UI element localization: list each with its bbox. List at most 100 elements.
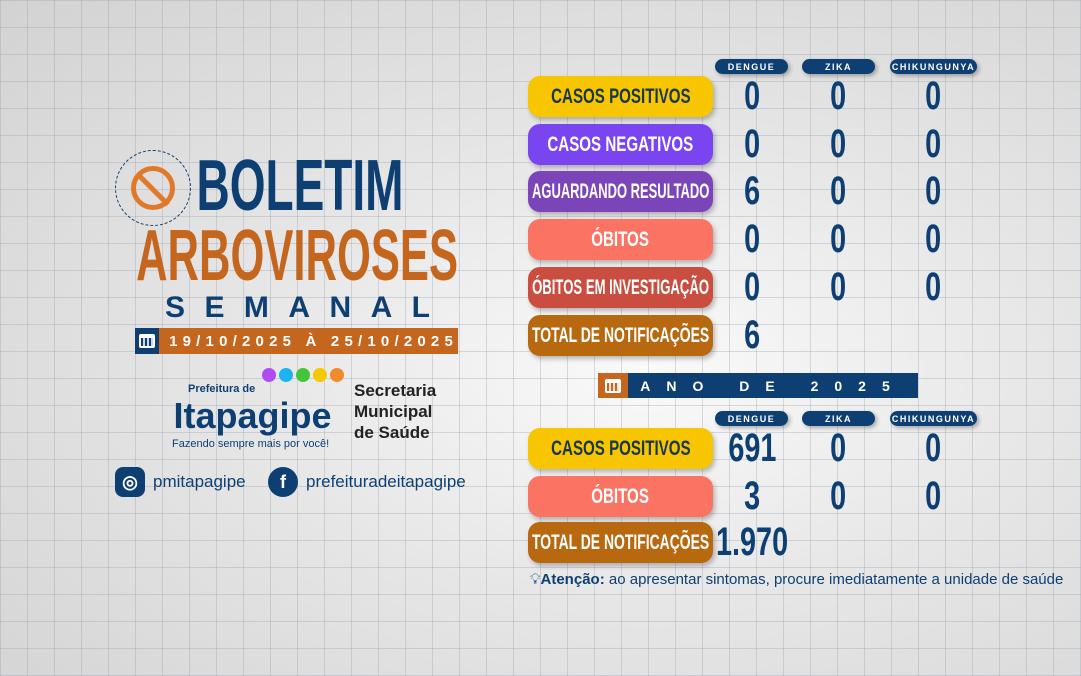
prefeitura-tagline: Fazendo sempre mais por você! <box>172 438 330 450</box>
cell-value-text: 0 <box>829 74 847 118</box>
mosquito-logo-icon <box>115 150 191 226</box>
facebook-link[interactable]: f prefeituradeitapagipe <box>268 467 466 497</box>
calendar-icon <box>135 328 160 354</box>
cell-value-text: 1.970 <box>715 520 789 564</box>
cell-value: 0 <box>893 124 973 165</box>
row-label: AGUARDANDO RESULTADO <box>528 171 713 212</box>
cell-value-text: 6 <box>743 169 761 213</box>
cell-value-text: 691 <box>727 426 777 470</box>
facebook-handle: prefeituradeitapagipe <box>306 472 466 491</box>
secretaria-logo: Secretaria Municipal de Saúde <box>354 380 436 443</box>
secretaria-line2: Municipal <box>354 402 433 421</box>
column-header-dengue: DENGUE <box>715 411 788 426</box>
cell-value: 0 <box>893 476 973 517</box>
year-label: ANO DE 2025 <box>628 373 918 398</box>
cell-value-text: 0 <box>829 169 847 213</box>
row-label-text: ÓBITOS <box>591 227 650 251</box>
year-bar: ANO DE 2025 <box>598 373 918 398</box>
row-label-text: TOTAL DE NOTIFICAÇÕES <box>531 323 710 347</box>
cell-value-text: 0 <box>743 122 761 166</box>
row-label: ÓBITOS <box>528 476 713 517</box>
cell-value-text: 0 <box>924 474 942 518</box>
column-header-zika: ZIKA <box>802 59 875 74</box>
lightbulb-icon: 💡︎ <box>530 571 541 588</box>
cell-value-text: 0 <box>743 217 761 261</box>
row-label-text: CASOS POSITIVOS <box>550 436 691 460</box>
cell-value: 0 <box>798 76 878 117</box>
cell-value: 3 <box>712 476 792 517</box>
title-arboviroses: ARBOVIROSES <box>132 216 462 296</box>
calendar-icon <box>598 373 628 398</box>
column-header-zika: ZIKA <box>802 411 875 426</box>
row-label-text: AGUARDANDO RESULTADO <box>531 179 710 203</box>
cell-value: 0 <box>712 219 792 260</box>
cell-value-text: 0 <box>924 217 942 261</box>
cell-value-text: 0 <box>829 265 847 309</box>
cell-value: 0 <box>712 124 792 165</box>
cell-value: 0 <box>798 476 878 517</box>
semanal-letter: A <box>370 291 393 324</box>
secretaria-line1: Secretaria <box>354 381 437 400</box>
cell-value-text: 0 <box>829 122 847 166</box>
cell-value-text: 0 <box>743 265 761 309</box>
attention-label: Atenção: <box>540 571 605 588</box>
cell-value: 0 <box>893 171 973 212</box>
title-boletim-text: BOLETIM <box>195 146 404 226</box>
semanal-letter: N <box>329 291 352 324</box>
row-label: CASOS POSITIVOS <box>528 76 713 117</box>
column-header-chikungunya: CHIKUNGUNYA <box>890 59 977 74</box>
instagram-icon: ◎ <box>115 467 145 497</box>
cell-value: 0 <box>798 267 878 308</box>
prefeitura-logo-icon <box>262 368 344 382</box>
row-label: TOTAL DE NOTIFICAÇÕES <box>528 522 713 563</box>
cell-value-text: 0 <box>743 74 761 118</box>
facebook-icon: f <box>268 467 298 497</box>
title-boletim: BOLETIM <box>192 146 407 226</box>
row-label-text: ÓBITOS EM INVESTIGAÇÃO <box>532 275 709 299</box>
cell-value: 0 <box>798 428 878 469</box>
period-text: 19/10/2025 À 25/10/2025 <box>169 332 458 350</box>
cell-value: 0 <box>712 76 792 117</box>
cell-value: 6 <box>712 171 792 212</box>
prefeitura-name-text: Itapagipe <box>173 395 332 436</box>
cell-value: 691 <box>712 428 792 469</box>
cell-value-text: 0 <box>829 474 847 518</box>
prefeitura-name: Itapagipe <box>160 397 345 435</box>
row-label: ÓBITOS <box>528 219 713 260</box>
semanal-letter: S <box>165 291 186 324</box>
cell-value-text: 0 <box>829 426 847 470</box>
row-label-text: CASOS POSITIVOS <box>550 84 691 108</box>
row-label-text: CASOS NEGATIVOS <box>547 132 694 156</box>
cell-value: 0 <box>893 428 973 469</box>
column-header-chikungunya: CHIKUNGUNYA <box>890 411 977 426</box>
semanal-letter: A <box>288 291 311 324</box>
cell-value-text: 0 <box>924 426 942 470</box>
semanal-letter: E <box>204 291 225 324</box>
attention-text: ao apresentar sintomas, procure imediata… <box>604 571 1064 588</box>
instagram-link[interactable]: ◎ pmitapagipe <box>115 467 246 497</box>
cell-value: 0 <box>798 171 878 212</box>
row-label: ÓBITOS EM INVESTIGAÇÃO <box>528 267 713 308</box>
row-label-text: ÓBITOS <box>591 484 650 508</box>
cell-value-text: 6 <box>743 313 761 357</box>
semanal-letter: M <box>243 291 269 324</box>
secretaria-line3: de Saúde <box>354 423 430 442</box>
cell-value: 6 <box>712 315 792 356</box>
title-arboviroses-text: ARBOVIROSES <box>136 216 458 296</box>
prefeitura-prefix: Prefeitura de <box>188 383 256 395</box>
row-label-text: TOTAL DE NOTIFICAÇÕES <box>531 530 710 554</box>
cell-value: 0 <box>893 267 973 308</box>
row-label: CASOS POSITIVOS <box>528 428 713 469</box>
column-header-dengue: DENGUE <box>715 59 788 74</box>
cell-value: 0 <box>712 267 792 308</box>
cell-value-text: 0 <box>924 74 942 118</box>
row-label: CASOS NEGATIVOS <box>528 124 713 165</box>
cell-value-text: 0 <box>924 122 942 166</box>
cell-value: 0 <box>893 76 973 117</box>
row-label: TOTAL DE NOTIFICAÇÕES <box>528 315 713 356</box>
cell-value-text: 0 <box>924 265 942 309</box>
attention-note: 💡︎Atenção: ao apresentar sintomas, procu… <box>530 571 1063 589</box>
cell-value-text: 3 <box>743 474 761 518</box>
cell-value-text: 0 <box>829 217 847 261</box>
